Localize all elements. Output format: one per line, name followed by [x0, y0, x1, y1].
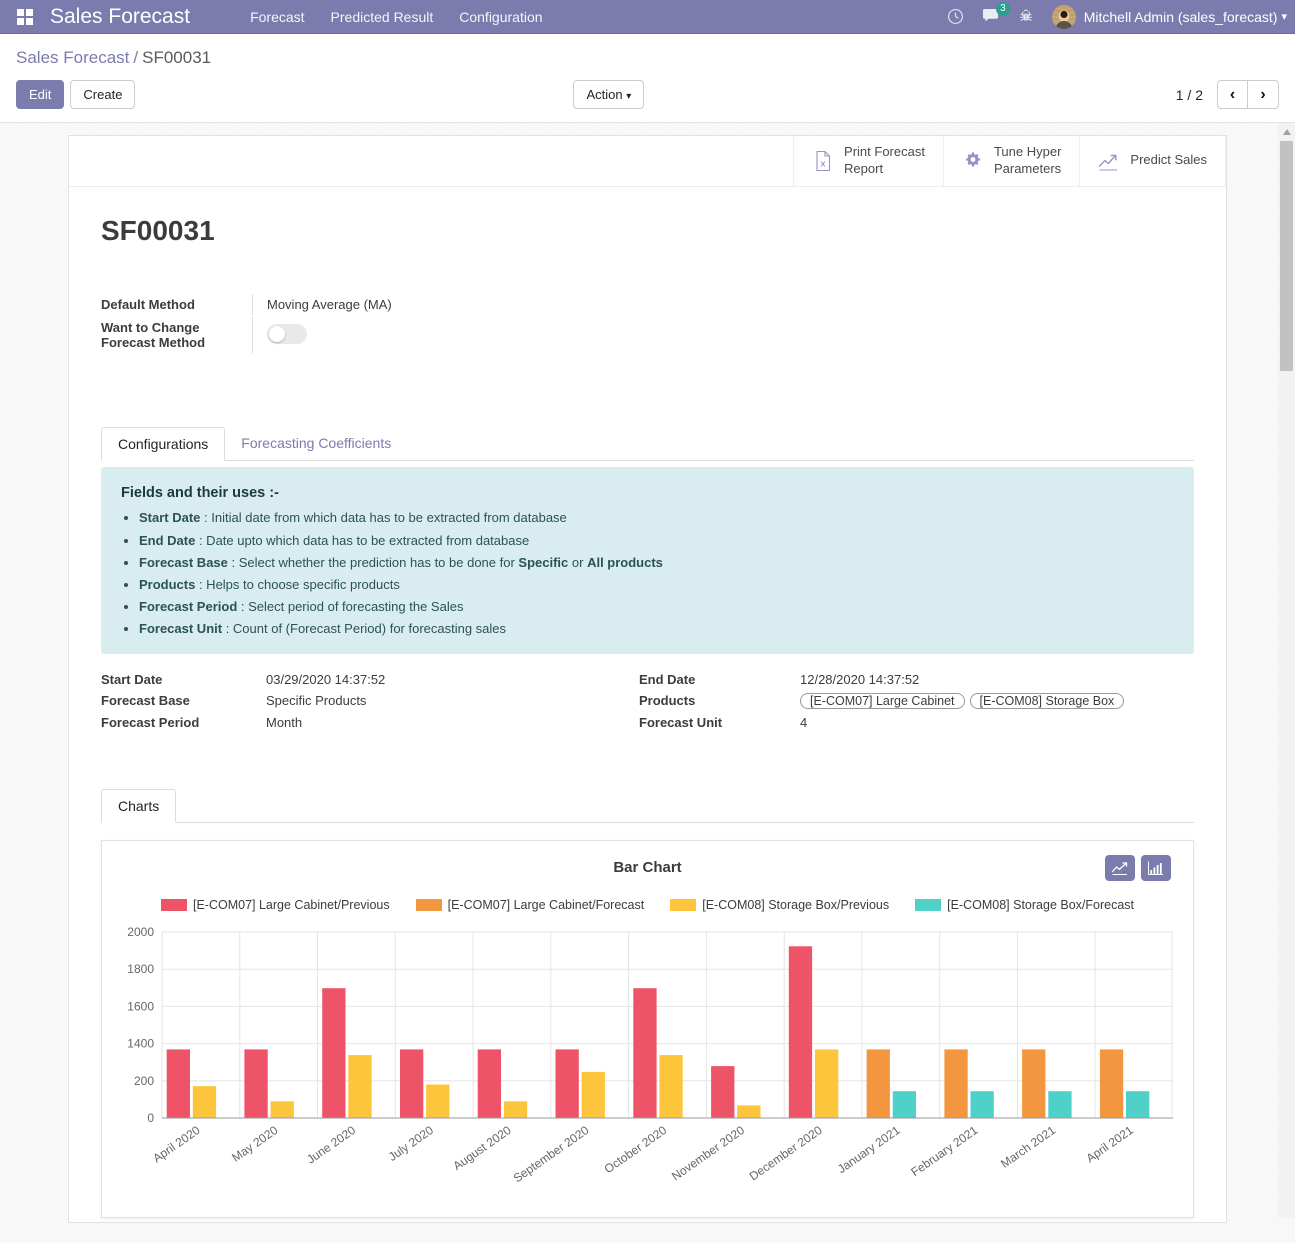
svg-text:April 2020: April 2020	[150, 1123, 203, 1166]
svg-text:September 2020: September 2020	[511, 1123, 592, 1186]
svg-text:200: 200	[134, 1074, 154, 1088]
svg-text:0: 0	[147, 1111, 154, 1125]
svg-text:May 2020: May 2020	[229, 1123, 280, 1165]
svg-text:February 2021: February 2021	[908, 1123, 980, 1179]
svg-text:1600: 1600	[127, 999, 154, 1013]
svg-text:2000: 2000	[127, 925, 154, 939]
svg-text:April 2021: April 2021	[1084, 1123, 1137, 1166]
svg-text:November 2020: November 2020	[669, 1123, 747, 1184]
svg-text:1800: 1800	[127, 962, 154, 976]
svg-text:X: X	[821, 159, 826, 168]
svg-text:August 2020: August 2020	[450, 1123, 513, 1173]
svg-text:October 2020: October 2020	[602, 1123, 670, 1176]
svg-text:June 2020: June 2020	[304, 1123, 358, 1167]
svg-text:January 2021: January 2021	[835, 1123, 903, 1176]
svg-text:July 2020: July 2020	[386, 1123, 436, 1164]
svg-text:December 2020: December 2020	[747, 1123, 825, 1184]
svg-text:1400: 1400	[127, 1037, 154, 1051]
svg-text:March 2021: March 2021	[998, 1123, 1058, 1171]
